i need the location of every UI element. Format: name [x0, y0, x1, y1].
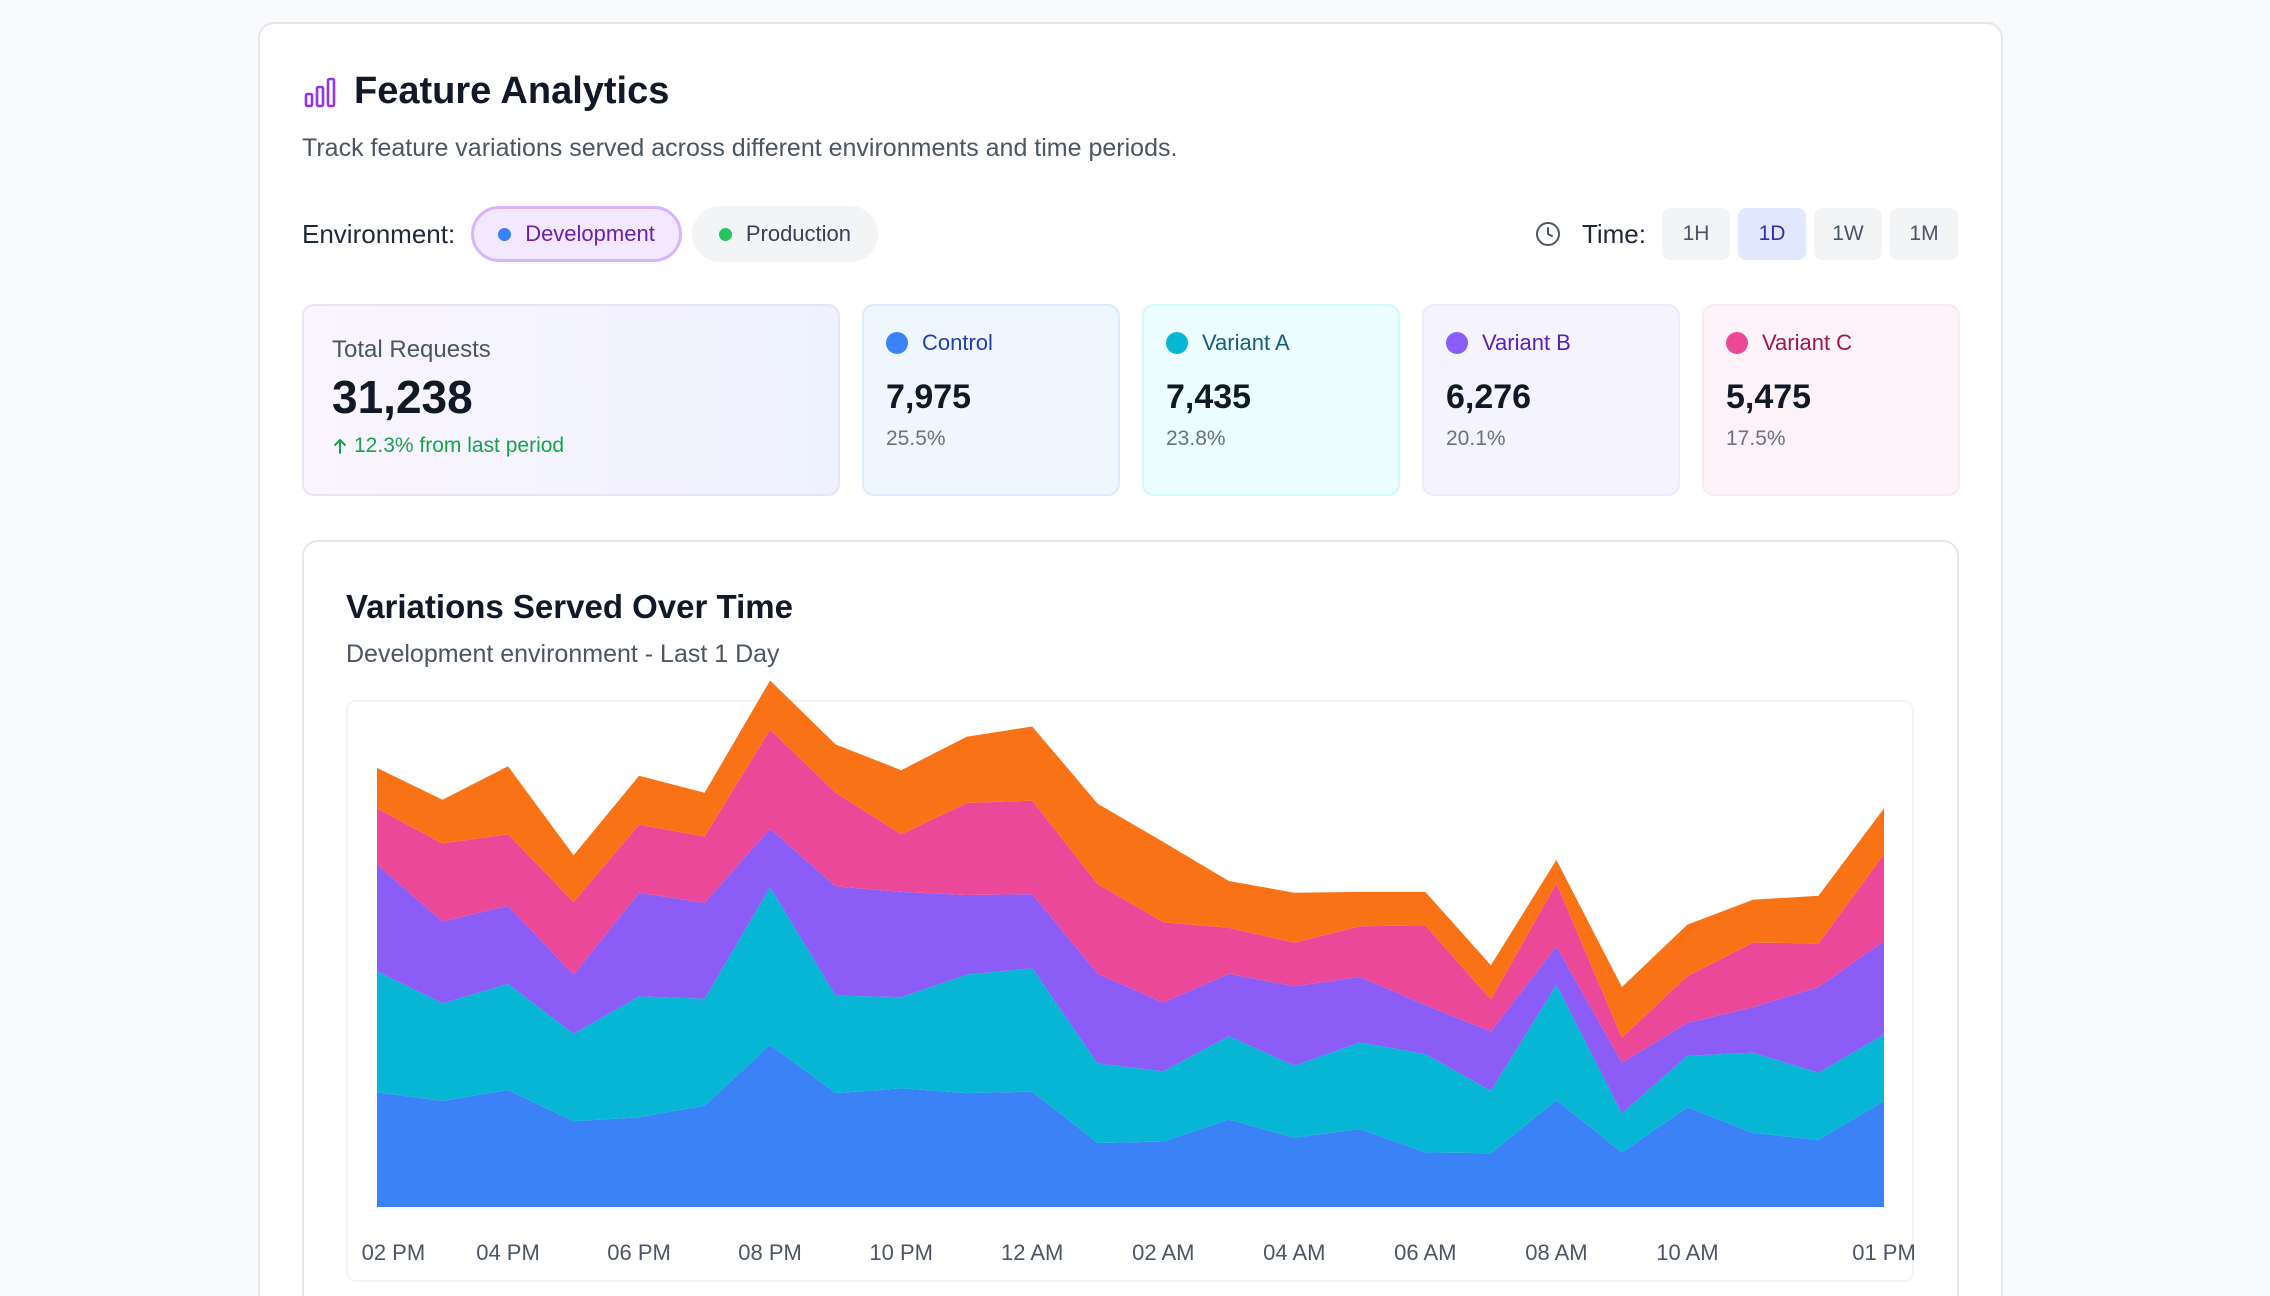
stat-card-control: Control 7,975 25.5% [862, 304, 1120, 496]
stat-card-variant-b: Variant B 6,276 20.1% [1422, 304, 1680, 496]
time-selector: Time: 1H 1D 1W 1M [1534, 207, 1958, 261]
stat-card-variant-a: Variant A 7,435 23.8% [1142, 304, 1400, 496]
variant-c-dot-icon [1726, 332, 1748, 354]
variant-name: Control [922, 330, 993, 355]
clock-icon [1535, 222, 1560, 246]
time-option-1d[interactable]: 1D [1738, 208, 1806, 260]
variant-percent: 17.5% [1726, 427, 1786, 450]
environment-selector: Environment: Development Production [302, 205, 879, 263]
change-text: 12.3% from last period [354, 434, 565, 457]
stats-row: Total Requests 31,238 12.3% from last pe… [302, 304, 1960, 496]
chart-title: Variations Served Over Time [346, 588, 793, 625]
control-dot-icon [886, 332, 908, 354]
time-option-1h[interactable]: 1H [1662, 208, 1730, 260]
env-pill-production[interactable]: Production [691, 206, 879, 262]
variant-name: Variant B [1482, 330, 1571, 355]
variant-name: Variant C [1762, 330, 1853, 355]
stat-card-head: Variant A [1166, 330, 1376, 356]
page-title: Feature Analytics [354, 70, 670, 112]
stat-card-variant-c: Variant C 5,475 17.5% [1702, 304, 1960, 496]
production-dot-icon [718, 227, 732, 241]
env-pill-label: Development [525, 221, 655, 246]
total-requests-change: 12.3% from last period [332, 434, 810, 458]
variant-percent: 23.8% [1166, 427, 1226, 450]
page-subtitle: Track feature variations served across d… [302, 134, 1178, 162]
plot-area [346, 700, 1914, 1282]
development-dot-icon [498, 227, 512, 241]
variant-name: Variant A [1202, 330, 1290, 355]
variant-b-dot-icon [1446, 332, 1468, 354]
bar-chart-icon [304, 77, 336, 107]
variant-a-dot-icon [1166, 332, 1188, 354]
variant-percent: 20.1% [1446, 427, 1506, 450]
total-requests-label: Total Requests [332, 336, 491, 363]
stat-card-head: Variant C [1726, 330, 1936, 356]
total-requests-card: Total Requests 31,238 12.3% from last pe… [302, 304, 840, 496]
variant-value: 7,975 [886, 378, 972, 416]
variant-value: 6,276 [1446, 378, 1532, 416]
variant-value: 7,435 [1166, 378, 1252, 416]
time-option-1m[interactable]: 1M [1890, 208, 1958, 260]
env-pill-label: Production [745, 221, 852, 246]
variant-percent: 25.5% [886, 427, 946, 450]
chart-subtitle: Development environment - Last 1 Day [346, 640, 780, 668]
environment-label: Environment: [302, 218, 456, 249]
stat-card-head: Control [886, 330, 1096, 356]
stat-card-head: Variant B [1446, 330, 1656, 356]
time-option-1w[interactable]: 1W [1814, 208, 1882, 260]
time-label: Time: [1581, 218, 1646, 249]
total-requests-value: 31,238 [332, 371, 473, 423]
arrow-up-icon [334, 439, 346, 454]
env-pill-development[interactable]: Development [471, 206, 682, 262]
variant-value: 5,475 [1726, 378, 1812, 416]
header: Feature Analytics [302, 70, 669, 113]
